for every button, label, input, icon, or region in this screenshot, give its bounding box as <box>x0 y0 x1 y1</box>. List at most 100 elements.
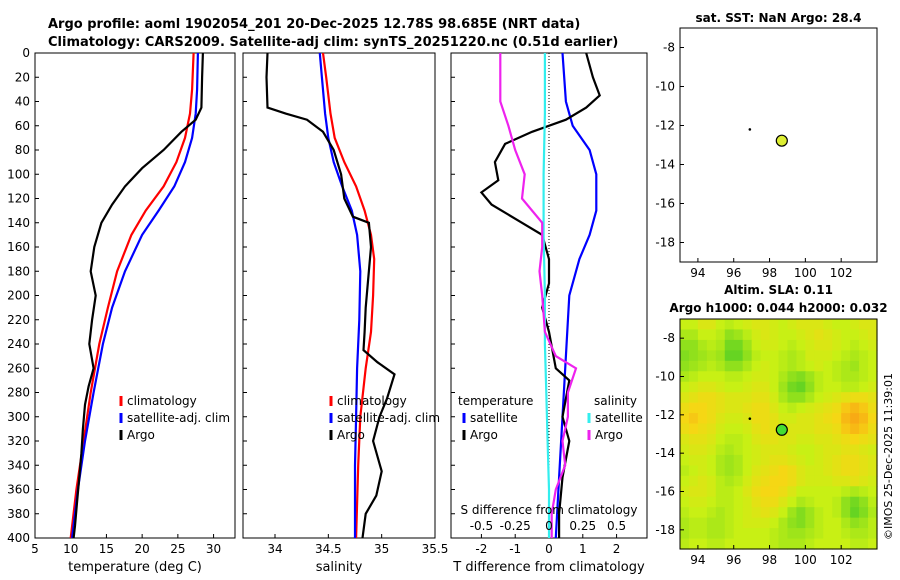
temperature-panel: 5 10 15 20 25 30 temperature (deg C) 0 20 40 60 80 1… <box>7 46 236 575</box>
heatmap-cell <box>832 360 842 372</box>
heatmap-cell <box>769 454 780 466</box>
heatmap-cell <box>814 360 824 372</box>
heatmap-cell <box>796 350 806 362</box>
heatmap-cell <box>814 444 824 456</box>
heatmap-cell <box>733 413 744 425</box>
heatmap-cell <box>760 517 771 529</box>
heatmap-cell <box>680 496 690 508</box>
heatmap-cell <box>787 350 797 362</box>
heatmap-cell <box>760 434 771 446</box>
heatmap-cell <box>859 444 869 456</box>
heatmap-cell <box>841 381 851 393</box>
x-tick-label: 25 <box>170 542 185 556</box>
heatmap-cell <box>724 434 735 446</box>
heatmap-cell <box>787 507 797 519</box>
heatmap-cell <box>859 423 869 435</box>
heatmap-cell <box>751 350 762 362</box>
heatmap-cell <box>805 528 815 540</box>
heatmap-cell <box>841 444 851 456</box>
heatmap-cell <box>688 444 699 456</box>
heatmap-cell <box>787 423 797 435</box>
x-tick-label: 34.5 <box>315 542 342 556</box>
heatmap-cell <box>841 402 851 414</box>
x-tick-label: 1 <box>579 542 587 556</box>
heatmap-cell <box>742 350 753 362</box>
heatmap-cell <box>859 350 869 362</box>
x-axis-label: T difference from climatology <box>452 560 645 575</box>
heatmap-cell <box>724 465 735 477</box>
heatmap-cell <box>751 528 762 540</box>
heatmap-cell <box>751 507 762 519</box>
heatmap-cell <box>814 402 824 414</box>
heatmap-cell <box>733 360 744 372</box>
heatmap-cell <box>742 454 753 466</box>
heatmap-cell <box>751 465 762 477</box>
heatmap-cell <box>733 465 744 477</box>
heatmap-cell <box>778 475 789 487</box>
sal-legend-label: climatology <box>337 394 407 408</box>
heatmap-cell <box>680 329 690 341</box>
sal-legend-label: Argo <box>337 428 365 442</box>
heatmap-cell <box>832 381 842 393</box>
y-tick-label: 300 <box>7 410 30 424</box>
heatmap-cell <box>760 475 771 487</box>
heatmap-cell <box>688 517 699 529</box>
heatmap-cell <box>850 413 860 425</box>
heatmap-cell <box>841 517 851 529</box>
x-tick-label: 34 <box>267 542 282 556</box>
series-line-argo <box>72 52 204 539</box>
heatmap-cell <box>697 423 708 435</box>
heatmap-cell <box>742 475 753 487</box>
heatmap-cell <box>724 475 735 487</box>
heatmap-cell <box>724 444 735 456</box>
heatmap-cell <box>706 339 717 351</box>
heatmap-cell <box>850 496 860 508</box>
heatmap-cell <box>868 434 878 446</box>
heatmap-cell <box>841 329 851 341</box>
heatmap-cell <box>751 329 762 341</box>
heatmap-cell <box>778 339 789 351</box>
heatmap-cell <box>688 434 699 446</box>
heatmap-cell <box>823 434 833 446</box>
heatmap-cell <box>680 423 690 435</box>
heatmap-cell <box>787 360 797 372</box>
heatmap-cell <box>751 381 762 393</box>
heatmap-cell <box>680 339 690 351</box>
heatmap-cell <box>778 517 789 529</box>
heatmap-cell <box>823 496 833 508</box>
heatmap-cell <box>688 381 699 393</box>
heatmap-cell <box>805 444 815 456</box>
map-x-tick-label: 102 <box>830 266 853 280</box>
heatmap-cell <box>733 517 744 529</box>
sst-map-title: sat. SST: NaN Argo: 28.4 <box>696 11 862 25</box>
heatmap-cell <box>724 517 735 529</box>
heatmap-cell <box>742 329 753 341</box>
heatmap-cell <box>760 538 771 550</box>
heatmap-cell <box>823 339 833 351</box>
heatmap-cell <box>733 392 744 404</box>
temp-legend-label: satellite-adj. clim <box>127 411 230 425</box>
heatmap-cell <box>769 496 780 508</box>
map-y-tick-label: -12 <box>655 119 675 133</box>
heatmap-cell <box>796 528 806 540</box>
difference-panel: -2 -1 0 1 2 T difference from climatology S di… <box>450 52 648 575</box>
heatmap-cell <box>787 329 797 341</box>
salinity-panel: 34 34.5 35 35.5 salinity climatology satellite… <box>242 52 448 575</box>
x-tick-label: -2 <box>475 542 487 556</box>
heatmap-cell <box>742 538 753 550</box>
heatmap-cell <box>778 538 789 550</box>
heatmap-cell <box>850 528 860 540</box>
heatmap-cell <box>769 339 780 351</box>
heatmap-cell <box>742 402 753 414</box>
heatmap-cell <box>751 434 762 446</box>
heatmap-cell <box>760 402 771 414</box>
heatmap-cell <box>715 319 726 331</box>
heatmap-cell <box>850 434 860 446</box>
heatmap-cell <box>823 371 833 383</box>
heatmap-cell <box>715 496 726 508</box>
heatmap-cell <box>724 486 735 498</box>
heatmap-cell <box>706 434 717 446</box>
heatmap-cell <box>724 423 735 435</box>
heatmap-cell <box>760 371 771 383</box>
heatmap-cell <box>715 517 726 529</box>
